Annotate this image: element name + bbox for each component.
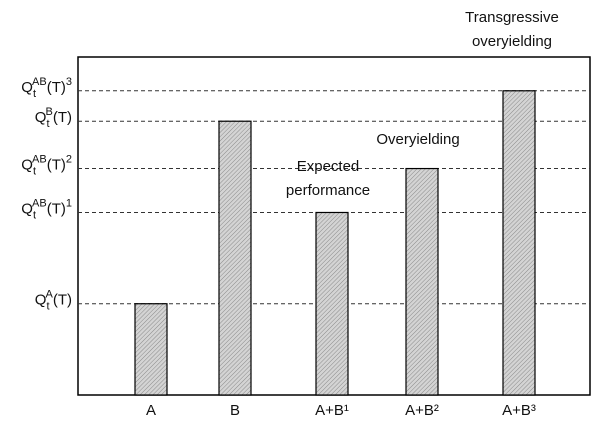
y-tick-label-part: Q: [35, 292, 47, 309]
bar: [134, 303, 168, 396]
y-tick-label-part: B: [46, 106, 53, 118]
annotation: Transgressive: [465, 9, 559, 26]
x-tick-label: A+B³: [502, 402, 536, 419]
annotation: performance: [286, 182, 370, 199]
y-tick-label-part: Q: [21, 200, 33, 217]
y-tick-label-part: (T): [53, 292, 72, 309]
y-tick-label: QtAB(T)2: [21, 153, 72, 177]
annotation: overyielding: [472, 33, 552, 50]
y-tick-label-part: (T): [47, 79, 66, 96]
y-tick-label: QtA(T): [35, 289, 72, 313]
y-tick-label-part: 2: [66, 153, 72, 165]
bar: [405, 167, 439, 396]
y-tick-label-part: t: [33, 165, 36, 177]
y-tick-label: QtAB(T)3: [21, 76, 72, 100]
bar: [218, 120, 252, 396]
y-tick-label-part: A: [46, 289, 54, 301]
y-tick-label-part: t: [46, 118, 49, 130]
y-tick-label: QtAB(T)1: [21, 197, 72, 221]
bar: [502, 90, 536, 396]
y-tick-label-part: (T): [47, 157, 66, 174]
y-tick-label-part: 3: [66, 76, 72, 88]
x-tick-label: B: [230, 402, 240, 419]
annotation: Expected: [297, 158, 360, 175]
x-tick-label: A: [146, 402, 156, 419]
annotation: Overyielding: [376, 131, 459, 148]
y-tick-label-part: AB: [32, 153, 47, 165]
y-tick-label-part: t: [33, 209, 36, 221]
y-tick-label-part: Q: [21, 79, 33, 96]
y-tick-label: QtB(T): [35, 106, 72, 130]
bar: [315, 211, 349, 396]
y-tick-label-part: Q: [21, 157, 33, 174]
y-tick-label-part: AB: [32, 76, 47, 88]
y-tick-label-part: t: [46, 301, 49, 313]
y-tick-label-part: t: [33, 88, 36, 100]
y-tick-label-part: (T): [53, 109, 72, 126]
y-tick-label-part: (T): [47, 200, 66, 217]
y-tick-label-part: AB: [32, 197, 47, 209]
x-tick-label: A+B¹: [315, 402, 349, 419]
y-tick-label-part: Q: [35, 109, 47, 126]
x-tick-label: A+B²: [405, 402, 439, 419]
y-tick-label-part: 1: [66, 197, 72, 209]
